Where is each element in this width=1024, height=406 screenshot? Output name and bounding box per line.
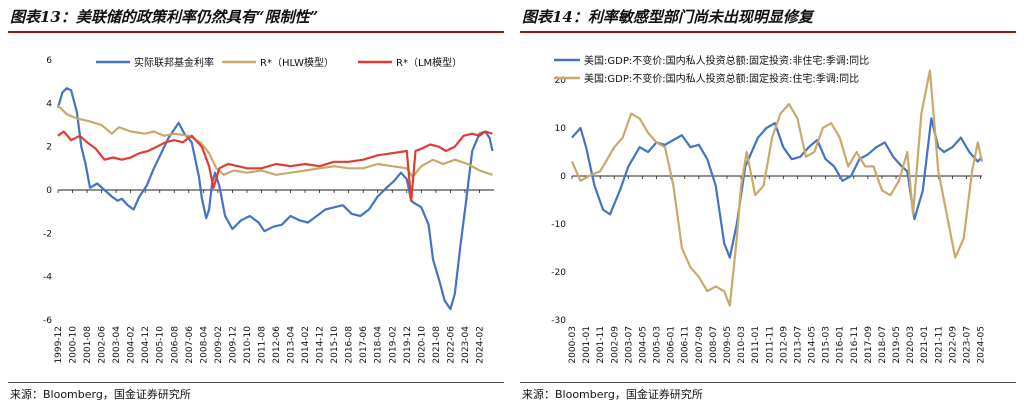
x-tick-label: 2001-01 xyxy=(582,326,592,364)
y-tick-label: 0 xyxy=(560,172,566,182)
x-tick-label: 2000-03 xyxy=(568,326,578,364)
y-tick-label: 0 xyxy=(46,186,52,196)
x-tick-label: 2009-05 xyxy=(723,326,733,364)
x-tick-label: 2022-06 xyxy=(446,326,456,364)
x-tick-label: 2017-09 xyxy=(864,326,874,364)
x-tick-label: 2016-08 xyxy=(345,326,355,364)
y-tick-label: 2 xyxy=(46,143,52,153)
x-tick-label: 2018-07 xyxy=(878,326,888,364)
left-figure-panel: 图表13：美联储的政策利率仍然具有“限制性” -6 -4 -2 0 2 4 6 1999-12… xyxy=(8,8,504,401)
x-tick-label: 2010-10 xyxy=(243,326,253,364)
x-tick-label: 2021-01 xyxy=(920,326,930,364)
x-tick-label: 2020-10 xyxy=(417,326,427,364)
y-tick-label: -2 xyxy=(43,229,52,239)
x-tick-label: 2003-04 xyxy=(112,326,122,364)
y-tick-label: -10 xyxy=(551,220,566,230)
x-tick-label: 2024-02 xyxy=(475,326,485,364)
x-tick-label: 2010-03 xyxy=(737,326,747,364)
y-tick-label: -30 xyxy=(551,316,566,326)
x-tick-label: 2004-12 xyxy=(141,326,151,364)
x-tick-label: 2012-06 xyxy=(272,326,282,364)
left-chart: -6 -4 -2 0 2 4 6 1999-12 2000-10 2001-08 2002-06 20… xyxy=(43,56,494,364)
x-tick-label: 2001-08 xyxy=(83,326,93,364)
x-tick-label: 2019-05 xyxy=(892,326,902,364)
y-tick-label: -20 xyxy=(551,268,566,278)
x-tick-label: 2013-04 xyxy=(287,326,297,364)
series-line-2 xyxy=(57,104,493,179)
left-figure-title: 图表13：美联储的政策利率仍然具有“限制性” xyxy=(10,8,319,26)
x-tick-label: 2014-12 xyxy=(316,326,326,364)
x-tick-label: 2015-03 xyxy=(822,326,832,364)
x-tick-label: 2015-10 xyxy=(330,326,340,364)
x-tick-label: 2008-07 xyxy=(709,326,719,364)
right-figure-title: 图表14：利率敏感型部门尚未出现明显修复 xyxy=(522,8,813,26)
x-tick-label: 2005-10 xyxy=(156,326,166,364)
series-line-3 xyxy=(57,130,493,202)
x-tick-label: 2021-11 xyxy=(934,326,944,364)
x-tick-label: 2024-05 xyxy=(977,326,987,364)
y-tick-label: 4 xyxy=(46,99,52,109)
x-tick-label: 2000-10 xyxy=(69,326,79,364)
x-tick-label: 2006-11 xyxy=(681,326,691,364)
x-tick-label: 2008-04 xyxy=(199,326,209,364)
x-tick-label: 2017-06 xyxy=(359,326,369,364)
x-tick-label: 2023-04 xyxy=(461,326,471,364)
x-tick-label: 2004-05 xyxy=(638,326,648,364)
x-tick-label: 2016-01 xyxy=(836,326,846,364)
x-tick-label: 2018-04 xyxy=(374,326,384,364)
legend-label-2: 美国:GDP:不变价:国内私人投资总额:固定投资:住宅:季调:同比 xyxy=(584,72,859,85)
x-tick-label: 2011-08 xyxy=(257,326,267,364)
x-tick-label: 2009-02 xyxy=(214,326,224,364)
x-tick-label: 2014-02 xyxy=(301,326,311,364)
right-figure-source: 来源：Bloomberg，国金证券研究所 xyxy=(522,388,703,401)
x-tick-label: 2012-09 xyxy=(779,326,789,364)
x-tick-label: 2007-09 xyxy=(695,326,705,364)
legend-label-1: 实际联邦基金利率 xyxy=(134,56,214,69)
series-line-1 xyxy=(571,117,983,259)
x-tick-label: 2004-02 xyxy=(127,326,137,364)
x-tick-label: 2001-11 xyxy=(596,326,606,364)
x-tick-label: 2006-08 xyxy=(170,326,180,364)
x-tick-label: 2011-11 xyxy=(765,326,775,364)
y-tick-label: -6 xyxy=(43,316,52,326)
left-title-rule xyxy=(8,31,504,33)
legend-label-3: R*（LM模型） xyxy=(396,56,462,69)
x-tick-label: 2019-02 xyxy=(388,326,398,364)
legend-label-1: 美国:GDP:不变价:国内私人投资总额:固定投资:非住宅:季调:同比 xyxy=(584,54,869,67)
legend-label-2: R*（HLW模型） xyxy=(260,56,334,69)
x-tick-label: 2011-01 xyxy=(751,326,761,364)
y-tick-label: 20 xyxy=(555,76,567,86)
x-tick-label: 2023-07 xyxy=(963,326,973,364)
x-tick-label: 2022-09 xyxy=(948,326,958,364)
right-figure-panel: 图表14：利率敏感型部门尚未出现明显修复 -30 -20 -10 0 10 20 2000-… xyxy=(512,0,1024,406)
x-tick-label: 2006-01 xyxy=(667,326,677,364)
x-tick-label: 2013-07 xyxy=(793,326,803,364)
x-tick-label: 1999-12 xyxy=(54,326,64,364)
series-line-1 xyxy=(56,87,494,311)
x-tick-label: 2021-08 xyxy=(432,326,442,364)
right-title-rule xyxy=(520,31,1016,33)
x-tick-label: 2003-07 xyxy=(624,326,634,364)
x-tick-label: 2019-12 xyxy=(403,326,413,364)
series-line-2 xyxy=(570,69,984,307)
y-tick-label: 6 xyxy=(46,56,52,66)
x-tick-label: 2007-06 xyxy=(185,326,195,364)
left-source-rule xyxy=(8,382,504,383)
x-tick-label: 2020-03 xyxy=(906,326,916,364)
x-tick-label: 2002-06 xyxy=(98,326,108,364)
x-tick-label: 2014-05 xyxy=(808,326,818,364)
x-tick-label: 2002-09 xyxy=(610,326,620,364)
y-tick-label: 10 xyxy=(555,124,567,134)
x-tick-label: 2009-12 xyxy=(228,326,238,364)
right-chart: -30 -20 -10 0 10 20 2000-03 2001-01 2001-11 2002-… xyxy=(551,54,987,364)
x-tick-label: 2005-03 xyxy=(653,326,663,364)
left-figure-source: 来源：Bloomberg，国金证券研究所 xyxy=(10,388,191,401)
y-tick-label: -4 xyxy=(43,273,52,283)
x-tick-label: 2016-11 xyxy=(850,326,860,364)
right-source-rule xyxy=(520,382,1016,383)
